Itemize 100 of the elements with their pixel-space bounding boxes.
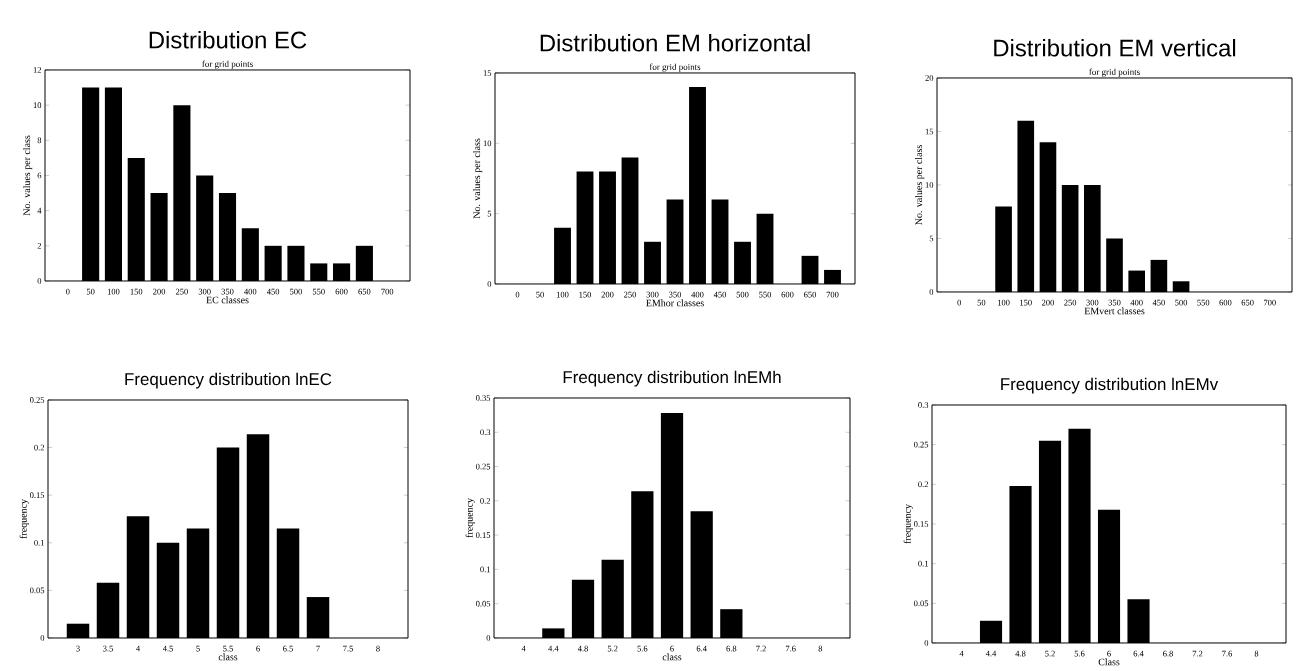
- y-tick-label: 10: [925, 182, 934, 188]
- x-tick-label: 200: [1041, 299, 1054, 306]
- x-tick-label: 450: [266, 288, 280, 295]
- x-tick-label: 150: [579, 291, 592, 298]
- y-axis-title: frequency: [903, 504, 913, 544]
- y-tick-label: 5: [487, 210, 492, 217]
- x-tick-label: 650: [358, 288, 371, 295]
- x-tick-label: 4: [136, 645, 140, 652]
- x-tick-label: 250: [175, 288, 188, 295]
- x-tick-label: 100: [107, 288, 120, 295]
- y-tick-label: 6: [37, 172, 42, 179]
- chart-title: Frequency distribution lnEMh: [563, 370, 781, 387]
- y-tick-label: 0.2: [34, 444, 45, 451]
- x-tick-label: 5.6: [637, 645, 648, 652]
- y-tick-label: 2: [37, 243, 42, 249]
- y-tick-label: 15: [925, 128, 934, 135]
- x-tick-label: 300: [198, 288, 211, 295]
- x-tick-label: 500: [1175, 299, 1188, 306]
- y-tick-label: 0.3: [480, 429, 491, 436]
- y-axis-title: frequency: [19, 499, 29, 539]
- y-tick-label: 0: [37, 278, 42, 284]
- y-tick-label: 0.05: [914, 600, 929, 607]
- x-tick-label: 6: [1107, 650, 1111, 657]
- y-axis-title: No. values per class: [23, 135, 33, 216]
- x-tick-label: 0: [515, 291, 520, 298]
- x-tick-label: 3.5: [103, 645, 113, 652]
- y-tick-label: 0: [486, 635, 491, 641]
- x-tick-label: 4.5: [162, 645, 173, 652]
- y-tick-label: 0.1: [918, 560, 928, 567]
- x-tick-label: 150: [130, 288, 143, 295]
- x-tick-label: 600: [781, 291, 794, 298]
- x-tick-label: 8: [376, 645, 380, 652]
- y-tick-label: 0.15: [476, 532, 491, 539]
- y-tick-label: 0.1: [480, 566, 490, 573]
- y-axis-title: frequency: [465, 498, 475, 538]
- x-tick-label: 6.4: [1133, 650, 1144, 657]
- x-tick-label: 250: [1064, 299, 1077, 306]
- y-tick-label: 15: [483, 70, 492, 76]
- x-tick-label: 550: [312, 288, 325, 295]
- x-tick-label: 600: [1219, 299, 1232, 306]
- chart-subtitle: for grid points: [1089, 68, 1140, 77]
- x-tick-label: 4.4: [985, 650, 997, 657]
- y-tick-label: 12: [33, 67, 42, 73]
- x-tick-label: 6.8: [726, 645, 737, 652]
- y-tick-label: 0.35: [476, 395, 491, 401]
- x-tick-label: 400: [244, 288, 257, 295]
- x-tick-label: 200: [601, 291, 614, 298]
- y-tick-label: 5: [929, 235, 934, 242]
- x-axis-title: Class: [1098, 658, 1120, 666]
- x-axis-title: class: [218, 653, 238, 661]
- x-axis-title: EMvert classes: [1084, 307, 1145, 315]
- x-tick-label: 7.6: [1222, 650, 1233, 657]
- x-tick-label: 7.2: [756, 645, 766, 652]
- y-tick-label: 0.25: [914, 441, 929, 448]
- x-tick-label: 500: [736, 291, 749, 298]
- x-tick-label: 600: [335, 288, 348, 295]
- x-tick-label: 650: [804, 291, 817, 298]
- x-tick-label: 0: [957, 299, 961, 306]
- x-tick-label: 50: [86, 288, 95, 295]
- x-tick-label: 100: [556, 291, 569, 298]
- x-tick-label: 150: [1020, 299, 1032, 306]
- x-tick-label: 6.4: [696, 645, 707, 652]
- y-tick-label: 0.25: [30, 397, 45, 403]
- y-tick-label: 0: [40, 635, 45, 641]
- x-tick-label: 450: [713, 291, 727, 298]
- y-tick-label: 8: [37, 137, 42, 144]
- x-tick-label: 4.4: [548, 645, 559, 652]
- x-tick-label: 3: [76, 645, 80, 652]
- y-tick-label: 4: [37, 207, 42, 214]
- x-tick-label: 7.6: [785, 645, 796, 652]
- y-tick-label: 0: [924, 640, 929, 646]
- y-tick-label: 0.15: [914, 521, 929, 527]
- chart-title: Frequency distribution lnEC: [125, 372, 332, 389]
- x-tick-label: 7.2: [1192, 650, 1203, 657]
- x-tick-label: 400: [691, 291, 704, 298]
- x-tick-label: 8: [1254, 650, 1259, 657]
- x-tick-label: 650: [1241, 299, 1254, 306]
- x-tick-label: 5.5: [223, 645, 233, 652]
- y-tick-label: 0.2: [918, 481, 929, 488]
- x-tick-label: 4.8: [577, 645, 588, 652]
- x-tick-label: 7: [316, 645, 320, 652]
- x-tick-label: 50: [536, 291, 544, 298]
- x-tick-label: 350: [221, 288, 234, 295]
- x-tick-label: 450: [1152, 299, 1165, 306]
- y-axis-title: No. values per class: [915, 145, 925, 225]
- y-tick-label: 0.25: [476, 463, 491, 470]
- x-tick-label: 5.2: [1045, 650, 1055, 657]
- y-tick-label: 0.3: [918, 402, 929, 408]
- x-tick-label: 6: [670, 645, 674, 652]
- x-tick-label: 400: [1130, 299, 1143, 306]
- y-tick-label: 0.05: [476, 600, 491, 607]
- x-tick-label: 5: [196, 645, 200, 652]
- y-tick-label: 10: [33, 102, 42, 108]
- y-tick-label: 20: [925, 75, 934, 81]
- x-tick-label: 350: [1108, 299, 1121, 306]
- y-tick-label: 0.15: [30, 492, 45, 499]
- x-axis-title: EMhor classes: [646, 299, 704, 307]
- chart-title: Frequency distribution lnEMv: [1001, 377, 1219, 394]
- x-axis-title: EC classes: [206, 296, 249, 304]
- x-tick-label: 6: [256, 645, 260, 652]
